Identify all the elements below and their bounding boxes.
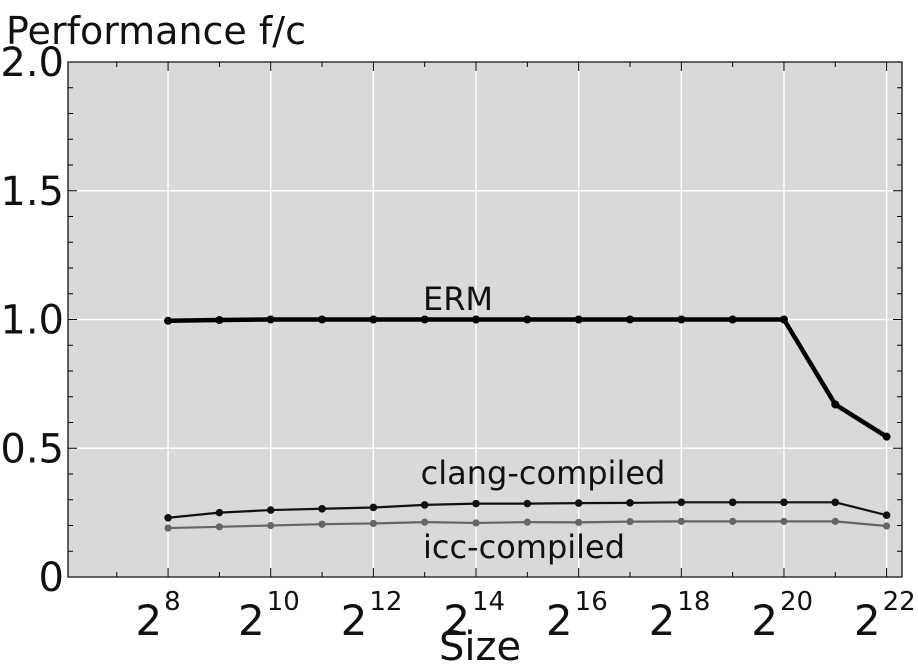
data-point: [831, 498, 840, 507]
data-point: [523, 518, 531, 526]
data-point: [882, 432, 891, 441]
plot-frame: [67, 61, 903, 578]
series-icc-compiled: [164, 517, 891, 532]
data-point: [882, 511, 891, 519]
data-point: [677, 498, 686, 507]
data-point: [164, 513, 172, 522]
x-tick-label: 2 10: [238, 587, 300, 645]
series-clang-compiled: [164, 498, 891, 522]
data-point: [728, 315, 737, 324]
data-point: [626, 499, 634, 507]
x-tick-exponent: 16: [575, 587, 608, 617]
x-tick-label: 2 22: [854, 587, 916, 645]
y-tick-label: 1.5: [0, 169, 64, 215]
series-annotation: clang-compiled: [421, 454, 666, 492]
y-tick-label: 0.5: [0, 426, 64, 472]
y-tick-label: 1.0: [0, 298, 64, 344]
data-point: [779, 315, 788, 324]
data-point: [215, 523, 224, 531]
data-point: [420, 315, 429, 324]
data-point: [318, 520, 326, 528]
data-point: [369, 503, 378, 512]
data-point: [523, 315, 532, 324]
x-tick-exponent: 22: [883, 587, 916, 617]
data-point: [472, 315, 481, 324]
series-group: ERM clang-compiled icc-compiled: [164, 280, 891, 566]
data-point: [318, 504, 326, 513]
y-tick-label: 0: [39, 555, 64, 601]
data-point: [266, 315, 275, 324]
data-point: [574, 315, 583, 324]
data-point: [728, 498, 737, 507]
data-point: [780, 498, 788, 507]
data-point: [215, 316, 224, 325]
x-tick-label: 2 20: [751, 587, 813, 645]
data-point: [574, 499, 583, 507]
x-tick-label: 2 16: [546, 587, 608, 645]
data-point: [215, 508, 224, 517]
x-tick-exponent: 10: [267, 587, 300, 617]
tick-labels: 00.51.01.52.02 8 2 10 2 12 2 14 2 16 2 18 2 20 2 22: [0, 40, 915, 645]
data-point: [164, 524, 172, 532]
data-point: [523, 499, 532, 508]
data-point: [677, 315, 686, 324]
x-tick-label: 2 14: [443, 587, 505, 645]
x-tick-label: 2 18: [649, 587, 711, 645]
data-point: [267, 521, 275, 530]
data-point: [318, 315, 327, 324]
x-tick-base: 2: [546, 596, 573, 645]
series-erm: [164, 315, 891, 441]
data-point: [625, 315, 634, 324]
x-axis-label: Size: [439, 624, 521, 663]
data-point: [626, 518, 634, 526]
x-tick-base: 2: [649, 596, 676, 645]
data-point: [831, 517, 839, 525]
chart-title: Performance f/c: [6, 9, 306, 53]
data-point: [369, 519, 377, 528]
data-point: [677, 517, 685, 525]
data-point: [369, 315, 378, 324]
data-point: [420, 501, 429, 509]
x-tick-exponent: 12: [369, 587, 402, 617]
x-tick-base: 2: [854, 596, 881, 645]
data-point: [729, 517, 737, 525]
series-annotation: ERM: [423, 280, 493, 318]
data-point: [266, 506, 275, 514]
data-point: [472, 519, 480, 527]
x-tick-base: 2: [751, 596, 778, 645]
data-point: [831, 400, 840, 409]
x-tick-base: 2: [135, 596, 162, 645]
data-point: [883, 522, 891, 530]
x-tick-exponent: 14: [472, 587, 505, 617]
x-tick-label: 2 12: [341, 587, 403, 645]
y-tick-label: 2.0: [0, 40, 64, 86]
data-point: [780, 517, 788, 525]
data-point: [575, 518, 583, 527]
x-tick-exponent: 18: [677, 587, 710, 617]
data-point: [472, 499, 480, 508]
data-point: [164, 316, 173, 325]
x-tick-base: 2: [341, 596, 368, 645]
x-tick-base: 2: [238, 596, 265, 645]
x-tick-exponent: 8: [164, 587, 181, 617]
data-point: [421, 518, 429, 526]
x-tick-exponent: 20: [780, 587, 813, 617]
x-tick-base: 2: [443, 596, 470, 645]
series-annotation: icc-compiled: [423, 528, 625, 566]
